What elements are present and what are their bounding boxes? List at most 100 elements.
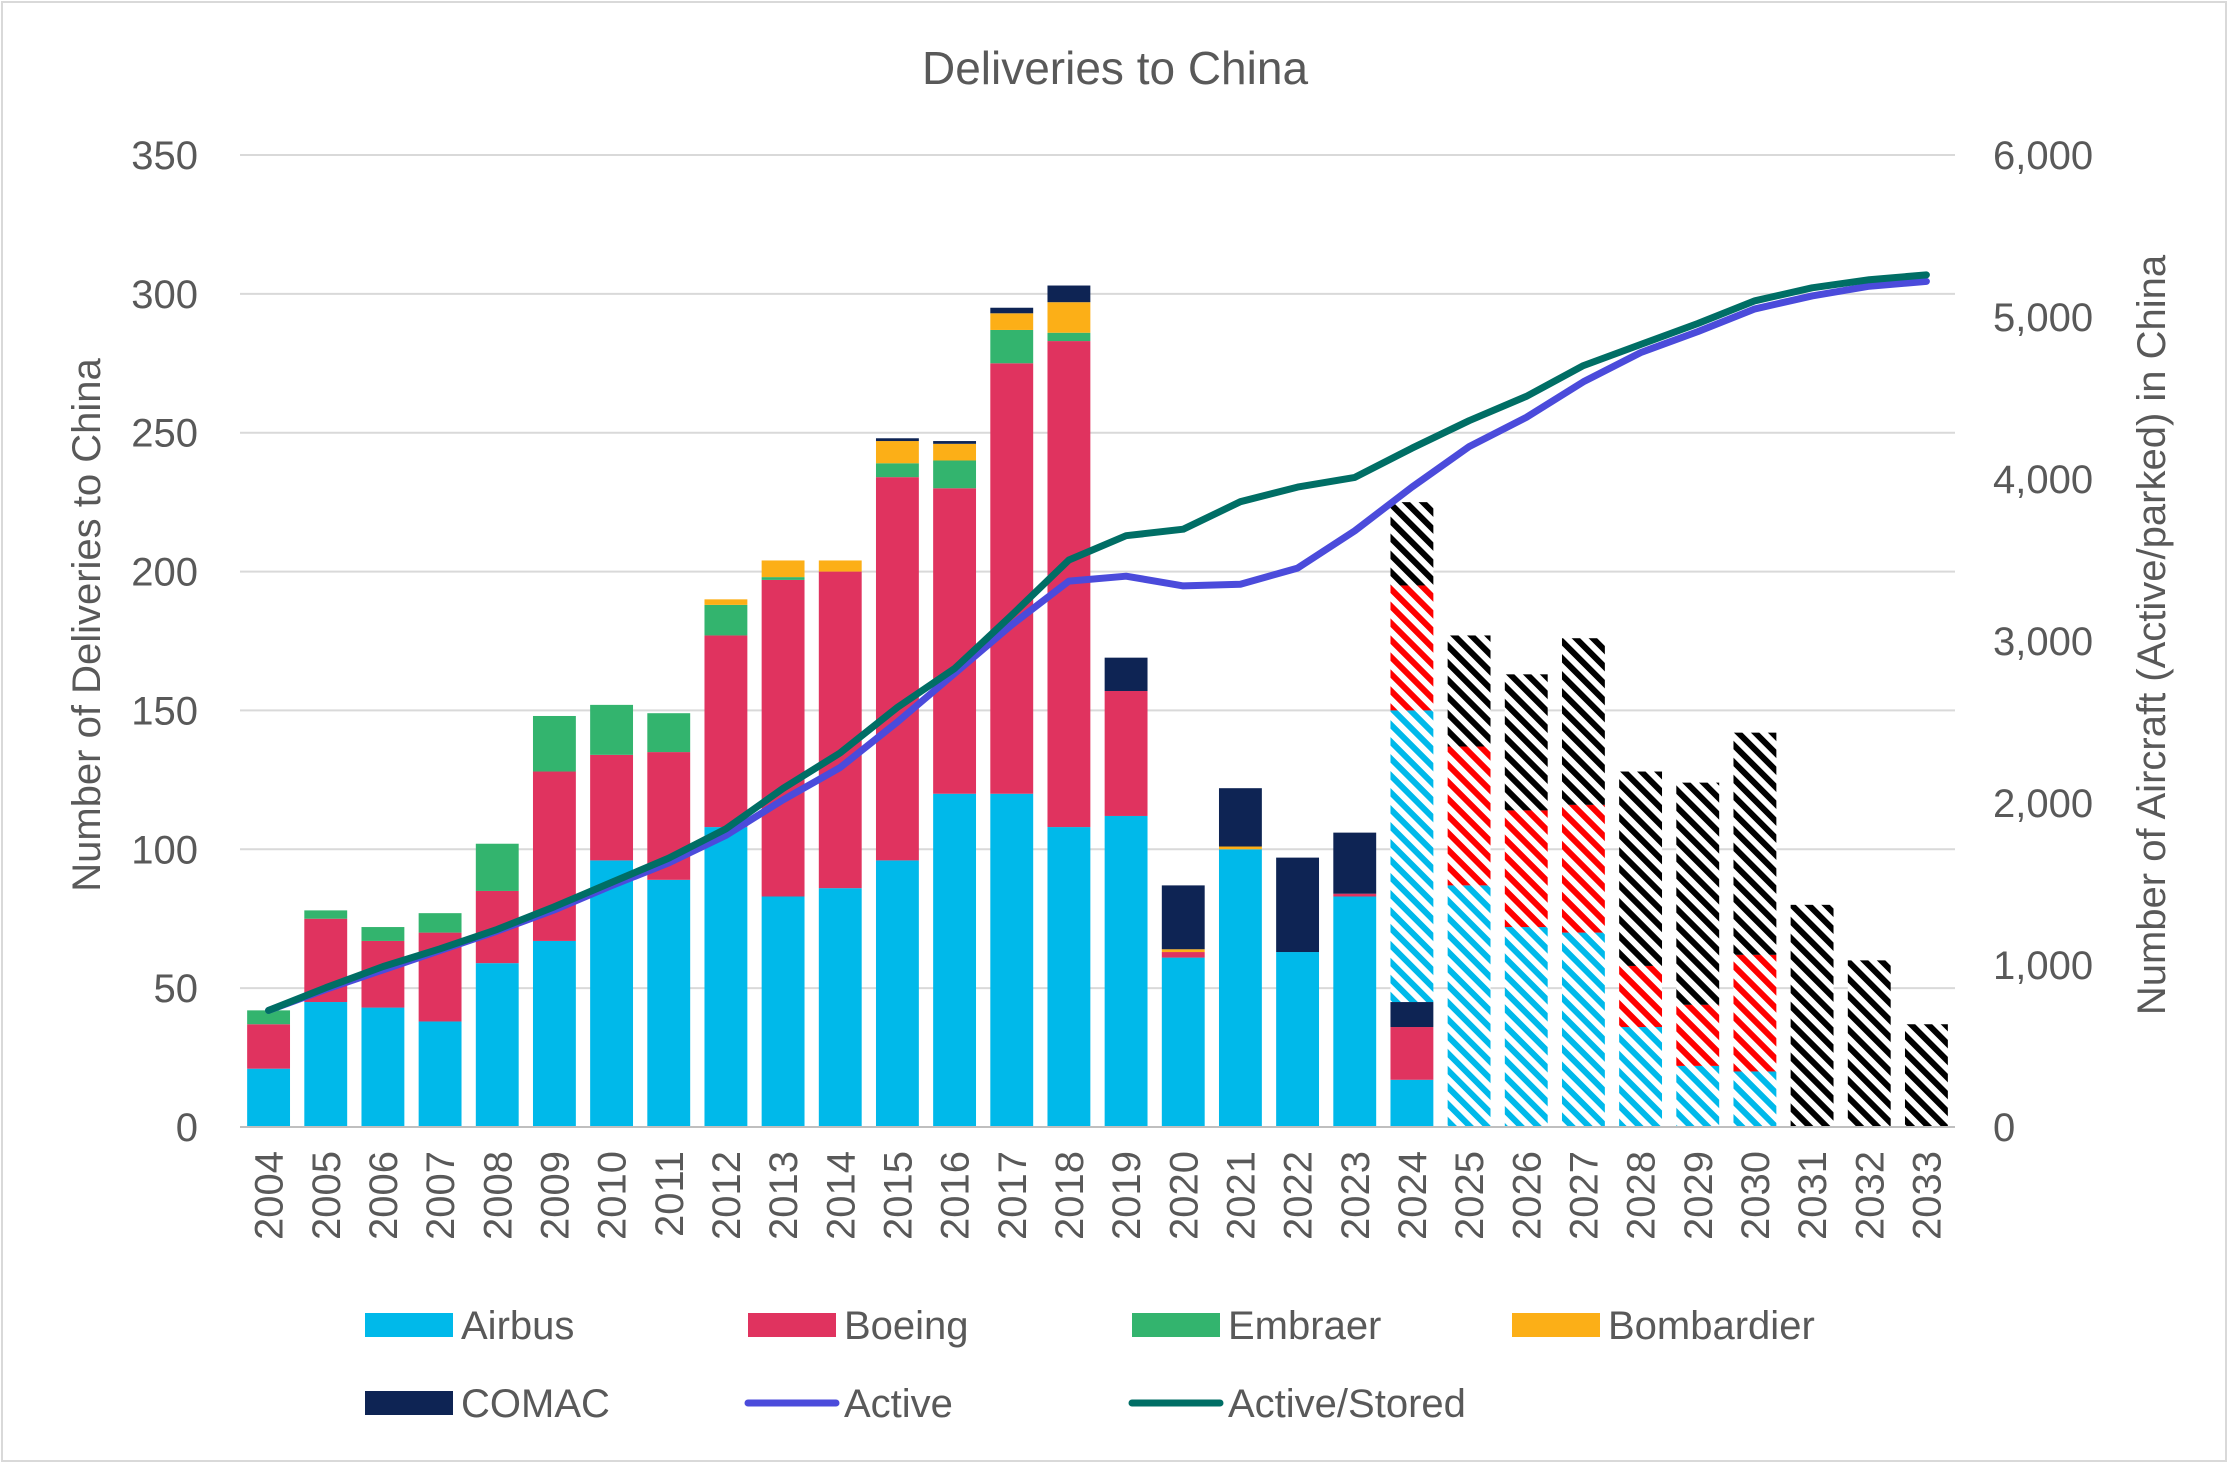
bar-boeing-forecast-2029 (1676, 1004, 1720, 1066)
bar-boeing-forecast-2025 (1447, 746, 1491, 886)
bar-unallocated-forecast-2028 (1619, 771, 1663, 966)
axes: 0 50 100 150 200 250 300 350 0 1,000 2,000 3,000 4,0… (131, 134, 2093, 1240)
legend-label-active: Active (844, 1382, 953, 1426)
x-tick-label: 2016 (934, 1151, 978, 1240)
bar-unallocated-forecast-2032 (1847, 960, 1891, 1127)
bar-airbus-2022 (1276, 952, 1320, 1127)
y2-tick-label: 6,000 (1993, 134, 2093, 178)
bar-airbus-forecast-2029 (1676, 1065, 1720, 1127)
bar-airbus-2004 (247, 1068, 291, 1127)
bar-comac-2015 (875, 438, 919, 442)
bar-airbus-2010 (590, 860, 634, 1127)
legend-swatch-boeing (748, 1313, 836, 1337)
bar-bombardier-2012 (704, 599, 748, 605)
legend-swatch-airbus (365, 1313, 453, 1337)
bar-series (247, 285, 1948, 1127)
x-tick-label: 2018 (1048, 1151, 1092, 1240)
bar-comac-2018 (1047, 285, 1091, 303)
x-tick-label: 2024 (1391, 1151, 1435, 1240)
legend: Airbus Boeing Embraer Bombardier COMAC Active… (365, 1304, 1815, 1426)
legend-label-comac: COMAC (461, 1382, 610, 1426)
bar-airbus-2014 (818, 888, 862, 1127)
bar-embraer-2016 (933, 460, 977, 489)
line-active-stored (265, 271, 1930, 1014)
bar-airbus-2016 (933, 793, 977, 1127)
bar-airbus-2024 (1390, 1079, 1434, 1127)
bar-airbus-2011 (647, 879, 691, 1127)
bar-unallocated-forecast-2026 (1504, 674, 1548, 811)
bar-embraer-2005 (304, 910, 348, 919)
bar-boeing-forecast-2027 (1561, 804, 1605, 933)
x-tick-label: 2009 (533, 1151, 577, 1240)
bar-airbus-2020 (1161, 957, 1205, 1127)
legend-label-active-stored: Active/Stored (1228, 1382, 1466, 1426)
bar-bombardier-2014 (818, 560, 862, 572)
bar-airbus-forecast-2024 (1390, 710, 1434, 1003)
x-tick-label: 2021 (1219, 1151, 1263, 1240)
y-tick-label: 100 (131, 828, 198, 872)
x-tick-label: 2010 (591, 1151, 635, 1240)
bar-comac-2020 (1161, 885, 1205, 950)
bar-embraer-2017 (990, 329, 1034, 364)
bar-unallocated-forecast-2029 (1676, 782, 1720, 1005)
bar-boeing-2020 (1161, 952, 1205, 958)
x-tick-label: 2015 (876, 1151, 920, 1240)
y-tick-label: 350 (131, 134, 198, 178)
x-tick-label: 2032 (1848, 1151, 1892, 1240)
x-tick-label: 2022 (1277, 1151, 1321, 1240)
x-tick-label: 2028 (1620, 1151, 1664, 1240)
line-series (265, 271, 1930, 1014)
y2-tick-label: 0 (1993, 1106, 2015, 1150)
bar-boeing-2013 (761, 579, 805, 897)
x-tick-label: 2007 (419, 1151, 463, 1240)
bar-unallocated-forecast-2027 (1561, 638, 1605, 805)
x-tick-label: 2026 (1505, 1151, 1549, 1240)
bar-airbus-forecast-2028 (1619, 1027, 1663, 1127)
bar-airbus-forecast-2027 (1561, 932, 1605, 1127)
y-tick-label: 150 (131, 689, 198, 733)
bar-embraer-2009 (532, 715, 576, 772)
x-tick-label: 2008 (476, 1151, 520, 1240)
y2-tick-label: 2,000 (1993, 782, 2093, 826)
bar-embraer-2012 (704, 604, 748, 636)
y-tick-label: 50 (154, 967, 199, 1011)
bar-boeing-forecast-2026 (1504, 810, 1548, 928)
bar-bombardier-2021 (1218, 846, 1262, 850)
bar-airbus-forecast-2026 (1504, 927, 1548, 1127)
bar-boeing-2019 (1104, 690, 1148, 816)
bar-airbus-2021 (1218, 849, 1262, 1127)
legend-label-bombardier: Bombardier (1608, 1304, 1815, 1348)
bar-embraer-2006 (361, 927, 405, 941)
x-tick-label: 2023 (1334, 1151, 1378, 1240)
y-tick-label: 0 (176, 1106, 198, 1150)
y2-tick-label: 1,000 (1993, 944, 2093, 988)
chart-title: Deliveries to China (922, 42, 1308, 94)
bar-bombardier-2020 (1161, 949, 1205, 953)
x-tick-label: 2027 (1562, 1151, 1606, 1240)
x-tick-label: 2031 (1791, 1151, 1835, 1240)
y-tick-label: 200 (131, 551, 198, 595)
x-tick-label: 2006 (362, 1151, 406, 1240)
bar-unallocated-forecast-2025 (1447, 635, 1491, 747)
bar-bombardier-2015 (875, 441, 919, 464)
legend-label-boeing: Boeing (844, 1304, 969, 1348)
bar-comac-2017 (990, 307, 1034, 314)
bar-boeing-forecast-2024 (1390, 585, 1434, 711)
x-tick-label: 2017 (991, 1151, 1035, 1240)
y-tick-label: 300 (131, 273, 198, 317)
bar-airbus-forecast-2030 (1733, 1071, 1777, 1127)
bar-airbus-2023 (1333, 896, 1377, 1127)
bar-unallocated-forecast-2030 (1733, 732, 1777, 955)
x-tick-label: 2019 (1105, 1151, 1149, 1240)
y2-tick-label: 5,000 (1993, 296, 2093, 340)
bar-boeing-2014 (818, 571, 862, 889)
bar-embraer-2011 (647, 713, 691, 753)
bar-airbus-2013 (761, 896, 805, 1127)
bar-boeing-forecast-2030 (1733, 954, 1777, 1072)
x-tick-label: 2025 (1448, 1151, 1492, 1240)
y2-tick-label: 3,000 (1993, 620, 2093, 664)
bar-airbus-2018 (1047, 827, 1091, 1127)
bar-embraer-2008 (475, 843, 519, 891)
bar-airbus-2012 (704, 827, 748, 1127)
